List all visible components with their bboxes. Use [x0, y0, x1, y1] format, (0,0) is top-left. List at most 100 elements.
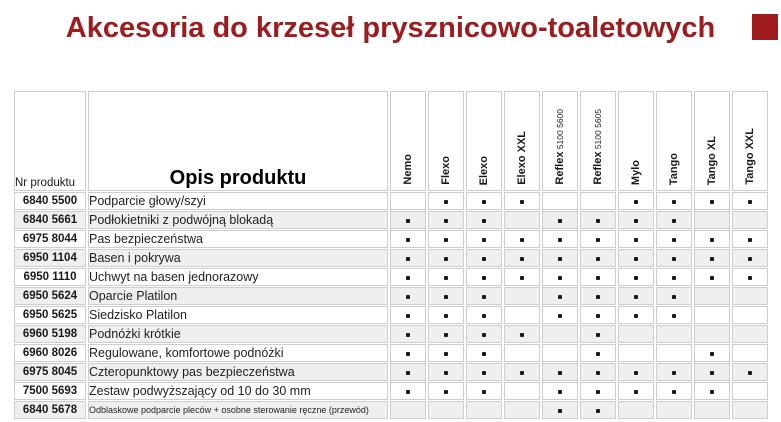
bullet-mark-icon: [406, 275, 410, 280]
bullet-mark-icon: [596, 370, 600, 375]
compatibility-cell: [428, 268, 464, 286]
brand-accent-square: [752, 14, 778, 40]
bullet-mark-icon: [444, 370, 448, 375]
compatibility-cell: [618, 268, 654, 286]
table-row: 6840 5661 Podłokietniki z podwójną blokad…: [14, 211, 768, 229]
compatibility-cell: [542, 344, 578, 362]
compatibility-cell: [504, 249, 540, 267]
compatibility-cell: [390, 382, 426, 400]
bullet-mark-icon: [596, 294, 600, 299]
product-number-cell: 6950 5625: [14, 306, 86, 324]
bullet-mark-icon: [482, 218, 486, 223]
bullet-mark-icon: [672, 199, 676, 204]
bullet-mark-icon: [672, 237, 676, 242]
bullet-mark-icon: [520, 370, 524, 375]
model-column-label: Reflex 5100 5600: [554, 109, 566, 185]
table-row: 6960 8026 Regulowane, komfortowe podnóżki: [14, 344, 768, 362]
compatibility-cell: [428, 249, 464, 267]
bullet-mark-icon: [520, 199, 524, 204]
compatibility-cell: [694, 211, 730, 229]
bullet-mark-icon: [748, 256, 752, 261]
model-column-label: Reflex 5100 5605: [592, 109, 604, 185]
compatibility-cell: [542, 363, 578, 381]
model-column-header: Flexo: [428, 91, 464, 191]
bullet-mark-icon: [748, 237, 752, 242]
compatibility-cell: [694, 287, 730, 305]
compatibility-cell: [656, 230, 692, 248]
compatibility-cell: [466, 268, 502, 286]
compatibility-cell: [656, 382, 692, 400]
compatibility-cell: [428, 287, 464, 305]
compatibility-cell: [656, 211, 692, 229]
compatibility-cell: [656, 306, 692, 324]
compatibility-cell: [580, 325, 616, 343]
model-column-header: Tango: [656, 91, 692, 191]
model-column-label: Tango XL: [706, 135, 718, 185]
table-header: Nr produktu Opis produktu Nemo Flexo Elexo…: [14, 91, 768, 191]
bullet-mark-icon: [444, 237, 448, 242]
bullet-mark-icon: [482, 313, 486, 318]
compatibility-cell: [466, 287, 502, 305]
compatibility-cell: [618, 306, 654, 324]
table-row: 6840 5500 Podparcie głowy/szyi: [14, 192, 768, 210]
product-description-cell: Odblaskowe podparcie pleców + osobne ste…: [88, 401, 388, 419]
bullet-mark-icon: [482, 256, 486, 261]
compatibility-cell: [580, 382, 616, 400]
model-column-header: Tango XL: [694, 91, 730, 191]
compatibility-cell: [428, 306, 464, 324]
compatibility-cell: [694, 268, 730, 286]
bullet-mark-icon: [710, 256, 714, 261]
product-description-header: Opis produktu: [88, 91, 388, 191]
bullet-mark-icon: [558, 389, 562, 394]
compatibility-cell: [466, 230, 502, 248]
compatibility-cell: [504, 306, 540, 324]
compatibility-cell: [580, 230, 616, 248]
compatibility-cell: [732, 325, 768, 343]
product-number-cell: 6950 1110: [14, 268, 86, 286]
bullet-mark-icon: [710, 389, 714, 394]
bullet-mark-icon: [444, 256, 448, 261]
compatibility-cell: [428, 382, 464, 400]
compatibility-cell: [694, 192, 730, 210]
bullet-mark-icon: [634, 389, 638, 394]
bullet-mark-icon: [558, 313, 562, 318]
bullet-mark-icon: [482, 294, 486, 299]
compatibility-cell: [732, 401, 768, 419]
compatibility-cell: [732, 268, 768, 286]
product-description-cell: Podłokietniki z podwójną blokadą: [88, 211, 388, 229]
model-column-label: Elexo: [478, 155, 490, 185]
compatibility-cell: [504, 382, 540, 400]
model-column-label: Tango: [668, 152, 680, 185]
bullet-mark-icon: [596, 237, 600, 242]
table-header-row: Nr produktu Opis produktu Nemo Flexo Elexo…: [14, 91, 768, 191]
bullet-mark-icon: [444, 313, 448, 318]
product-description-cell: Basen i pokrywa: [88, 249, 388, 267]
compatibility-cell: [390, 230, 426, 248]
bullet-mark-icon: [482, 275, 486, 280]
model-column-label: Mylo: [630, 159, 642, 185]
bullet-mark-icon: [558, 275, 562, 280]
product-number-cell: 6840 5678: [14, 401, 86, 419]
compatibility-cell: [504, 344, 540, 362]
compatibility-cell: [656, 249, 692, 267]
bullet-mark-icon: [558, 408, 562, 413]
compatibility-cell: [656, 401, 692, 419]
compatibility-cell: [428, 344, 464, 362]
bullet-mark-icon: [520, 237, 524, 242]
product-number-header: Nr produktu: [14, 91, 86, 191]
compatibility-cell: [694, 382, 730, 400]
accessories-table-container: Nr produktu Opis produktu Nemo Flexo Elexo…: [12, 90, 770, 420]
bullet-mark-icon: [482, 351, 486, 356]
bullet-mark-icon: [748, 275, 752, 280]
compatibility-cell: [618, 230, 654, 248]
product-number-cell: 6975 8045: [14, 363, 86, 381]
bullet-mark-icon: [596, 351, 600, 356]
bullet-mark-icon: [482, 370, 486, 375]
compatibility-cell: [428, 211, 464, 229]
bullet-mark-icon: [634, 199, 638, 204]
bullet-mark-icon: [634, 294, 638, 299]
compatibility-cell: [618, 325, 654, 343]
compatibility-cell: [390, 211, 426, 229]
product-description-cell: Czteropunktowy pas bezpieczeństwa: [88, 363, 388, 381]
product-description-cell: Podparcie głowy/szyi: [88, 192, 388, 210]
